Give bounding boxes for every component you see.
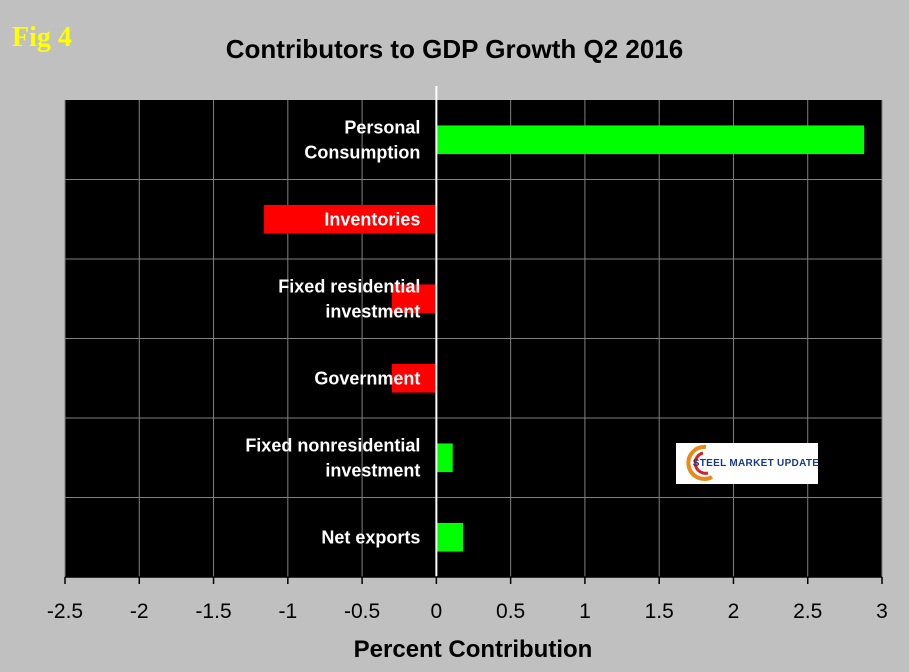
category-label-line: Inventories <box>324 209 420 229</box>
x-tick-label: -1 <box>278 600 297 623</box>
category-label-line: Net exports <box>321 527 420 547</box>
logo-swoosh-icon <box>686 444 713 481</box>
x-tick-label: 2.5 <box>793 600 822 623</box>
x-tick-label: 0 <box>431 600 443 623</box>
bar <box>436 522 464 552</box>
x-tick-label: 3 <box>876 600 888 623</box>
category-label-line: Personal <box>344 117 420 137</box>
x-tick-label: -1.5 <box>195 600 231 623</box>
x-tick-label: -0.5 <box>344 600 380 623</box>
x-tick-label: 1 <box>579 600 591 623</box>
bar <box>391 284 437 314</box>
bar <box>436 443 453 473</box>
x-tick-label: -2 <box>130 600 149 623</box>
logo-text: STEEL MARKET UPDATE <box>692 458 820 469</box>
x-tick-label: 2 <box>728 600 740 623</box>
category-label: Inventories <box>324 209 420 229</box>
category-label-line: Consumption <box>304 142 420 162</box>
category-label: Personal Consumption <box>304 117 420 162</box>
category-label-line: Fixed nonresidential <box>245 435 420 455</box>
bar <box>391 363 437 393</box>
chart-title: Contributors to GDP Growth Q2 2016 <box>225 34 684 64</box>
figure-label: Fig 4 <box>12 22 72 53</box>
category-label: Fixed residential investment <box>278 276 420 321</box>
x-tick-label: 1.5 <box>645 600 674 623</box>
category-label-line: investment <box>325 460 420 480</box>
x-tick-label: 0.5 <box>496 600 525 623</box>
x-axis-label: Percent Contribution <box>353 636 593 663</box>
category-label-line: Government <box>314 368 420 388</box>
category-label-line: investment <box>325 301 420 321</box>
bar <box>264 204 437 234</box>
category-label: Government <box>314 368 420 388</box>
category-label: Fixed nonresidential investment <box>245 435 420 480</box>
steel-market-update-logo: STEEL MARKET UPDATE <box>676 443 820 484</box>
category-label: Net exports <box>321 527 420 547</box>
category-label-line: Fixed residential <box>278 276 420 296</box>
bar <box>436 125 865 155</box>
x-tick-label: -2.5 <box>47 600 83 623</box>
